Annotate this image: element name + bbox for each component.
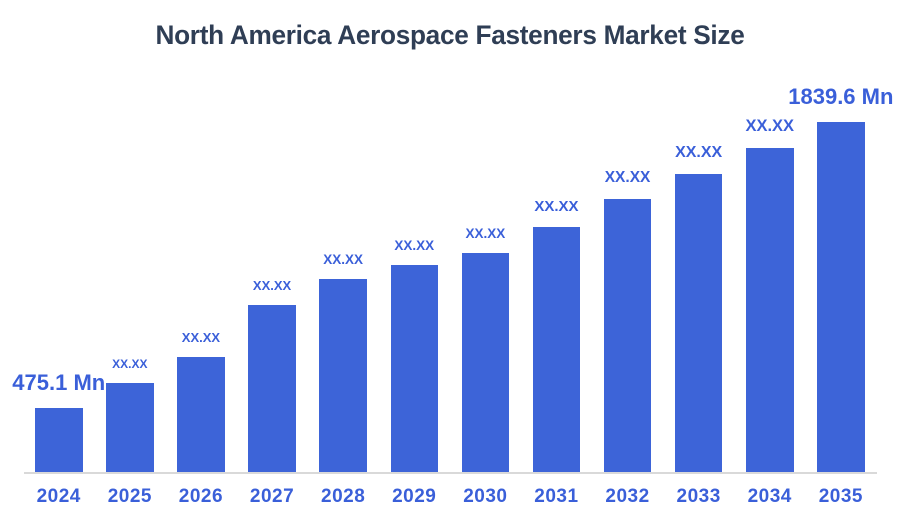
bar-2025	[106, 383, 154, 473]
bar-2033	[674, 174, 723, 473]
value-label-2032: XX.XX	[604, 169, 651, 186]
value-label-2034: XX.XX	[745, 117, 795, 135]
year-label-2024: 2024	[36, 486, 81, 507]
year-label-2027: 2027	[249, 486, 295, 507]
chart-title: North America Aerospace Fasteners Market…	[155, 20, 745, 50]
bar-2032	[603, 199, 652, 473]
x-axis-line	[24, 471, 877, 474]
value-label-2035: 1839.6 Mn	[788, 84, 894, 109]
year-label-2032: 2032	[605, 486, 650, 507]
year-label-2025: 2025	[107, 486, 152, 507]
bar-2028	[319, 279, 367, 473]
year-label-2031: 2031	[534, 486, 579, 507]
value-label-2024: 475.1 Mn	[12, 370, 106, 395]
year-label-2028: 2028	[321, 486, 366, 507]
bar-2031	[532, 227, 581, 473]
value-label-2026: XX.XX	[181, 330, 221, 345]
year-label-2033: 2033	[676, 486, 721, 507]
value-label-2028: XX.XX	[323, 252, 364, 267]
bar-2029	[390, 265, 438, 473]
value-label-2030: XX.XX	[465, 226, 506, 241]
value-label-2033: XX.XX	[675, 144, 723, 161]
value-label-2025: XX.XX	[112, 357, 148, 371]
year-label-2034: 2034	[747, 486, 792, 507]
year-label-2026: 2026	[178, 486, 224, 507]
bar-2030	[461, 253, 510, 473]
value-label-2029: XX.XX	[394, 238, 435, 253]
value-label-2031: XX.XX	[534, 198, 579, 215]
bar-2034	[746, 148, 794, 473]
bar-2026	[177, 357, 225, 473]
year-label-2030: 2030	[463, 486, 508, 507]
bar-2035	[817, 122, 865, 473]
bar-2024	[35, 408, 83, 473]
bar-2027	[248, 305, 296, 473]
year-label-2029: 2029	[392, 486, 437, 507]
value-label-2027: XX.XX	[252, 278, 292, 293]
year-label-2035: 2035	[818, 486, 863, 507]
